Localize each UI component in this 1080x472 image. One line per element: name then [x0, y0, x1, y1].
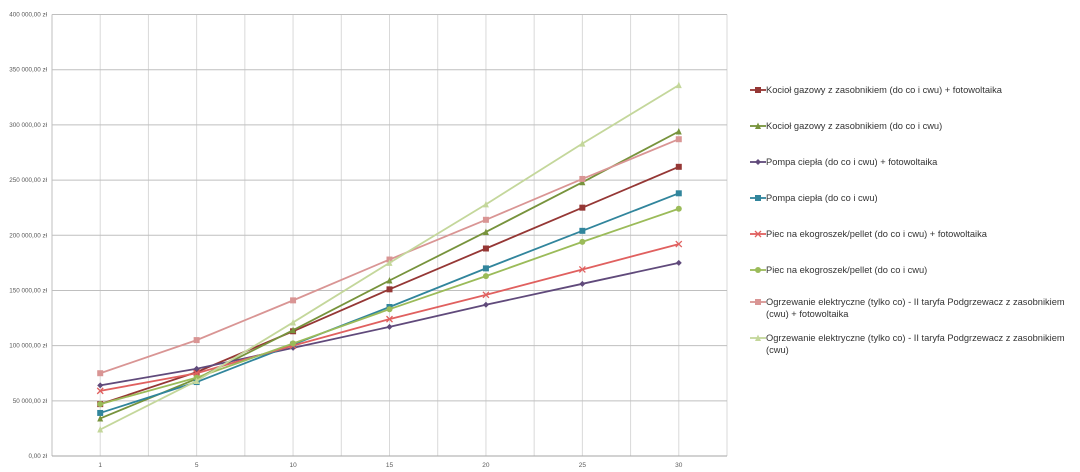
- data-point: [482, 245, 489, 252]
- data-point: [97, 401, 104, 408]
- y-tick-label: 350 000,00 zł: [9, 67, 47, 74]
- legend-label: Pompa ciepła (do co i cwu): [766, 193, 878, 203]
- legend-marker: [755, 122, 761, 129]
- legend-marker: [755, 159, 761, 165]
- data-point: [675, 163, 682, 170]
- y-tick-label: 0,00 zł: [28, 453, 47, 460]
- data-point: [97, 414, 104, 422]
- legend-item: Piec na ekogroszek/pellet (do co i cwu): [750, 264, 1066, 276]
- data-point: [675, 190, 682, 197]
- data-point: [578, 266, 586, 273]
- legend-label: Ogrzewanie elektryczne (tylko co) - II t…: [766, 297, 1065, 319]
- legend-label: Piec na ekogroszek/pellet (do co i cwu) …: [766, 229, 987, 239]
- legend-marker-icon: [750, 195, 766, 201]
- data-point: [386, 315, 393, 323]
- legend-marker-icon: [750, 122, 766, 129]
- data-point: [482, 228, 489, 235]
- y-tick-label: 200 000,00 zł: [9, 232, 47, 239]
- x-tick-label: 30: [675, 462, 683, 469]
- series-8: [97, 81, 682, 433]
- data-point: [482, 273, 489, 280]
- legend-label: Ogrzewanie elektryczne (tylko co) - II t…: [766, 333, 1065, 355]
- data-point: [290, 297, 297, 304]
- data-point: [675, 205, 682, 212]
- data-point: [579, 175, 586, 182]
- data-point: [482, 291, 490, 299]
- data-point: [579, 238, 586, 245]
- data-point: [97, 426, 104, 433]
- legend-marker-icon: [750, 267, 766, 273]
- legend-marker-icon: [750, 230, 766, 238]
- y-tick-label: 100 000,00 zł: [9, 343, 47, 350]
- data-point: [579, 204, 586, 211]
- x-tick-label: 5: [195, 462, 199, 469]
- legend-item: Kocioł gazowy z zasobnikiem (do co i cwu…: [750, 84, 1066, 96]
- data-point: [675, 81, 682, 89]
- data-point: [482, 200, 489, 208]
- data-point: [482, 216, 489, 223]
- legend-label: Kocioł gazowy z zasobnikiem (do co i cwu…: [766, 85, 1002, 95]
- legend-label: Piec na ekogroszek/pellet (do co i cwu): [766, 265, 928, 275]
- y-tick-label: 250 000,00 zł: [9, 177, 47, 184]
- legend-marker: [755, 334, 761, 341]
- data-point: [290, 326, 297, 334]
- y-tick-label: 400 000,00 zł: [9, 12, 47, 19]
- data-point: [386, 277, 393, 284]
- legend-item: Pompa ciepła (do co i cwu): [750, 192, 1066, 204]
- data-point: [193, 365, 200, 372]
- y-tick-label: 50 000,00 zł: [13, 398, 48, 405]
- legend-marker-icon: [750, 87, 766, 93]
- legend-label: Kocioł gazowy z zasobnikiem (do co i cwu…: [766, 121, 943, 131]
- data-point: [193, 337, 200, 344]
- x-tick-label: 1: [98, 462, 102, 469]
- data-point: [579, 140, 586, 147]
- data-point: [97, 382, 104, 389]
- x-tick-label: 10: [289, 462, 297, 469]
- legend-item: Ogrzewanie elektryczne (tylko co) - II t…: [750, 296, 1066, 320]
- data-point: [290, 318, 297, 326]
- data-point: [386, 286, 393, 293]
- x-tick-label: 20: [482, 462, 490, 469]
- legend-item: Piec na ekogroszek/pellet (do co i cwu) …: [750, 228, 1066, 240]
- data-point: [482, 301, 489, 308]
- data-point: [193, 369, 200, 376]
- data-point: [386, 323, 393, 330]
- data-point: [193, 369, 201, 377]
- legend-marker-icon: [750, 299, 766, 305]
- x-tick-label: 15: [386, 462, 394, 469]
- data-point: [675, 259, 682, 266]
- legend-marker: [755, 87, 761, 93]
- data-point: [193, 377, 200, 384]
- y-tick-label: 150 000,00 zł: [9, 287, 47, 294]
- data-point: [482, 265, 489, 272]
- legend-marker: [754, 230, 762, 238]
- legend-item: Kocioł gazowy z zasobnikiem (do co i cwu…: [750, 120, 1066, 132]
- legend-item: Pompa ciepła (do co i cwu) + fotowoltaik…: [750, 156, 1066, 168]
- line-chart: 0,00 zł 50 000,00 zł 100 000,00 zł 150 000,…: [9, 12, 728, 469]
- data-point: [386, 259, 393, 266]
- data-point: [579, 178, 586, 186]
- data-point: [386, 306, 393, 313]
- data-point: [675, 136, 682, 143]
- data-point: [675, 127, 682, 135]
- legend-item: Ogrzewanie elektryczne (tylko co) - II t…: [750, 332, 1066, 356]
- data-point: [579, 227, 586, 234]
- legend-marker-icon: [750, 334, 766, 341]
- series-3: [97, 259, 682, 389]
- data-point: [97, 370, 104, 377]
- legend-marker-icon: [750, 159, 766, 165]
- data-point: [290, 340, 297, 347]
- legend-marker: [755, 195, 761, 201]
- legend-marker: [755, 267, 761, 273]
- data-point: [97, 409, 104, 416]
- data-point: [96, 387, 104, 395]
- x-tick-label: 25: [579, 462, 587, 469]
- data-point: [675, 240, 683, 248]
- legend-label: Pompa ciepła (do co i cwu) + fotowoltaik…: [766, 157, 938, 167]
- data-point: [579, 280, 586, 287]
- y-tick-label: 300 000,00 zł: [9, 122, 47, 129]
- legend-marker: [755, 299, 761, 305]
